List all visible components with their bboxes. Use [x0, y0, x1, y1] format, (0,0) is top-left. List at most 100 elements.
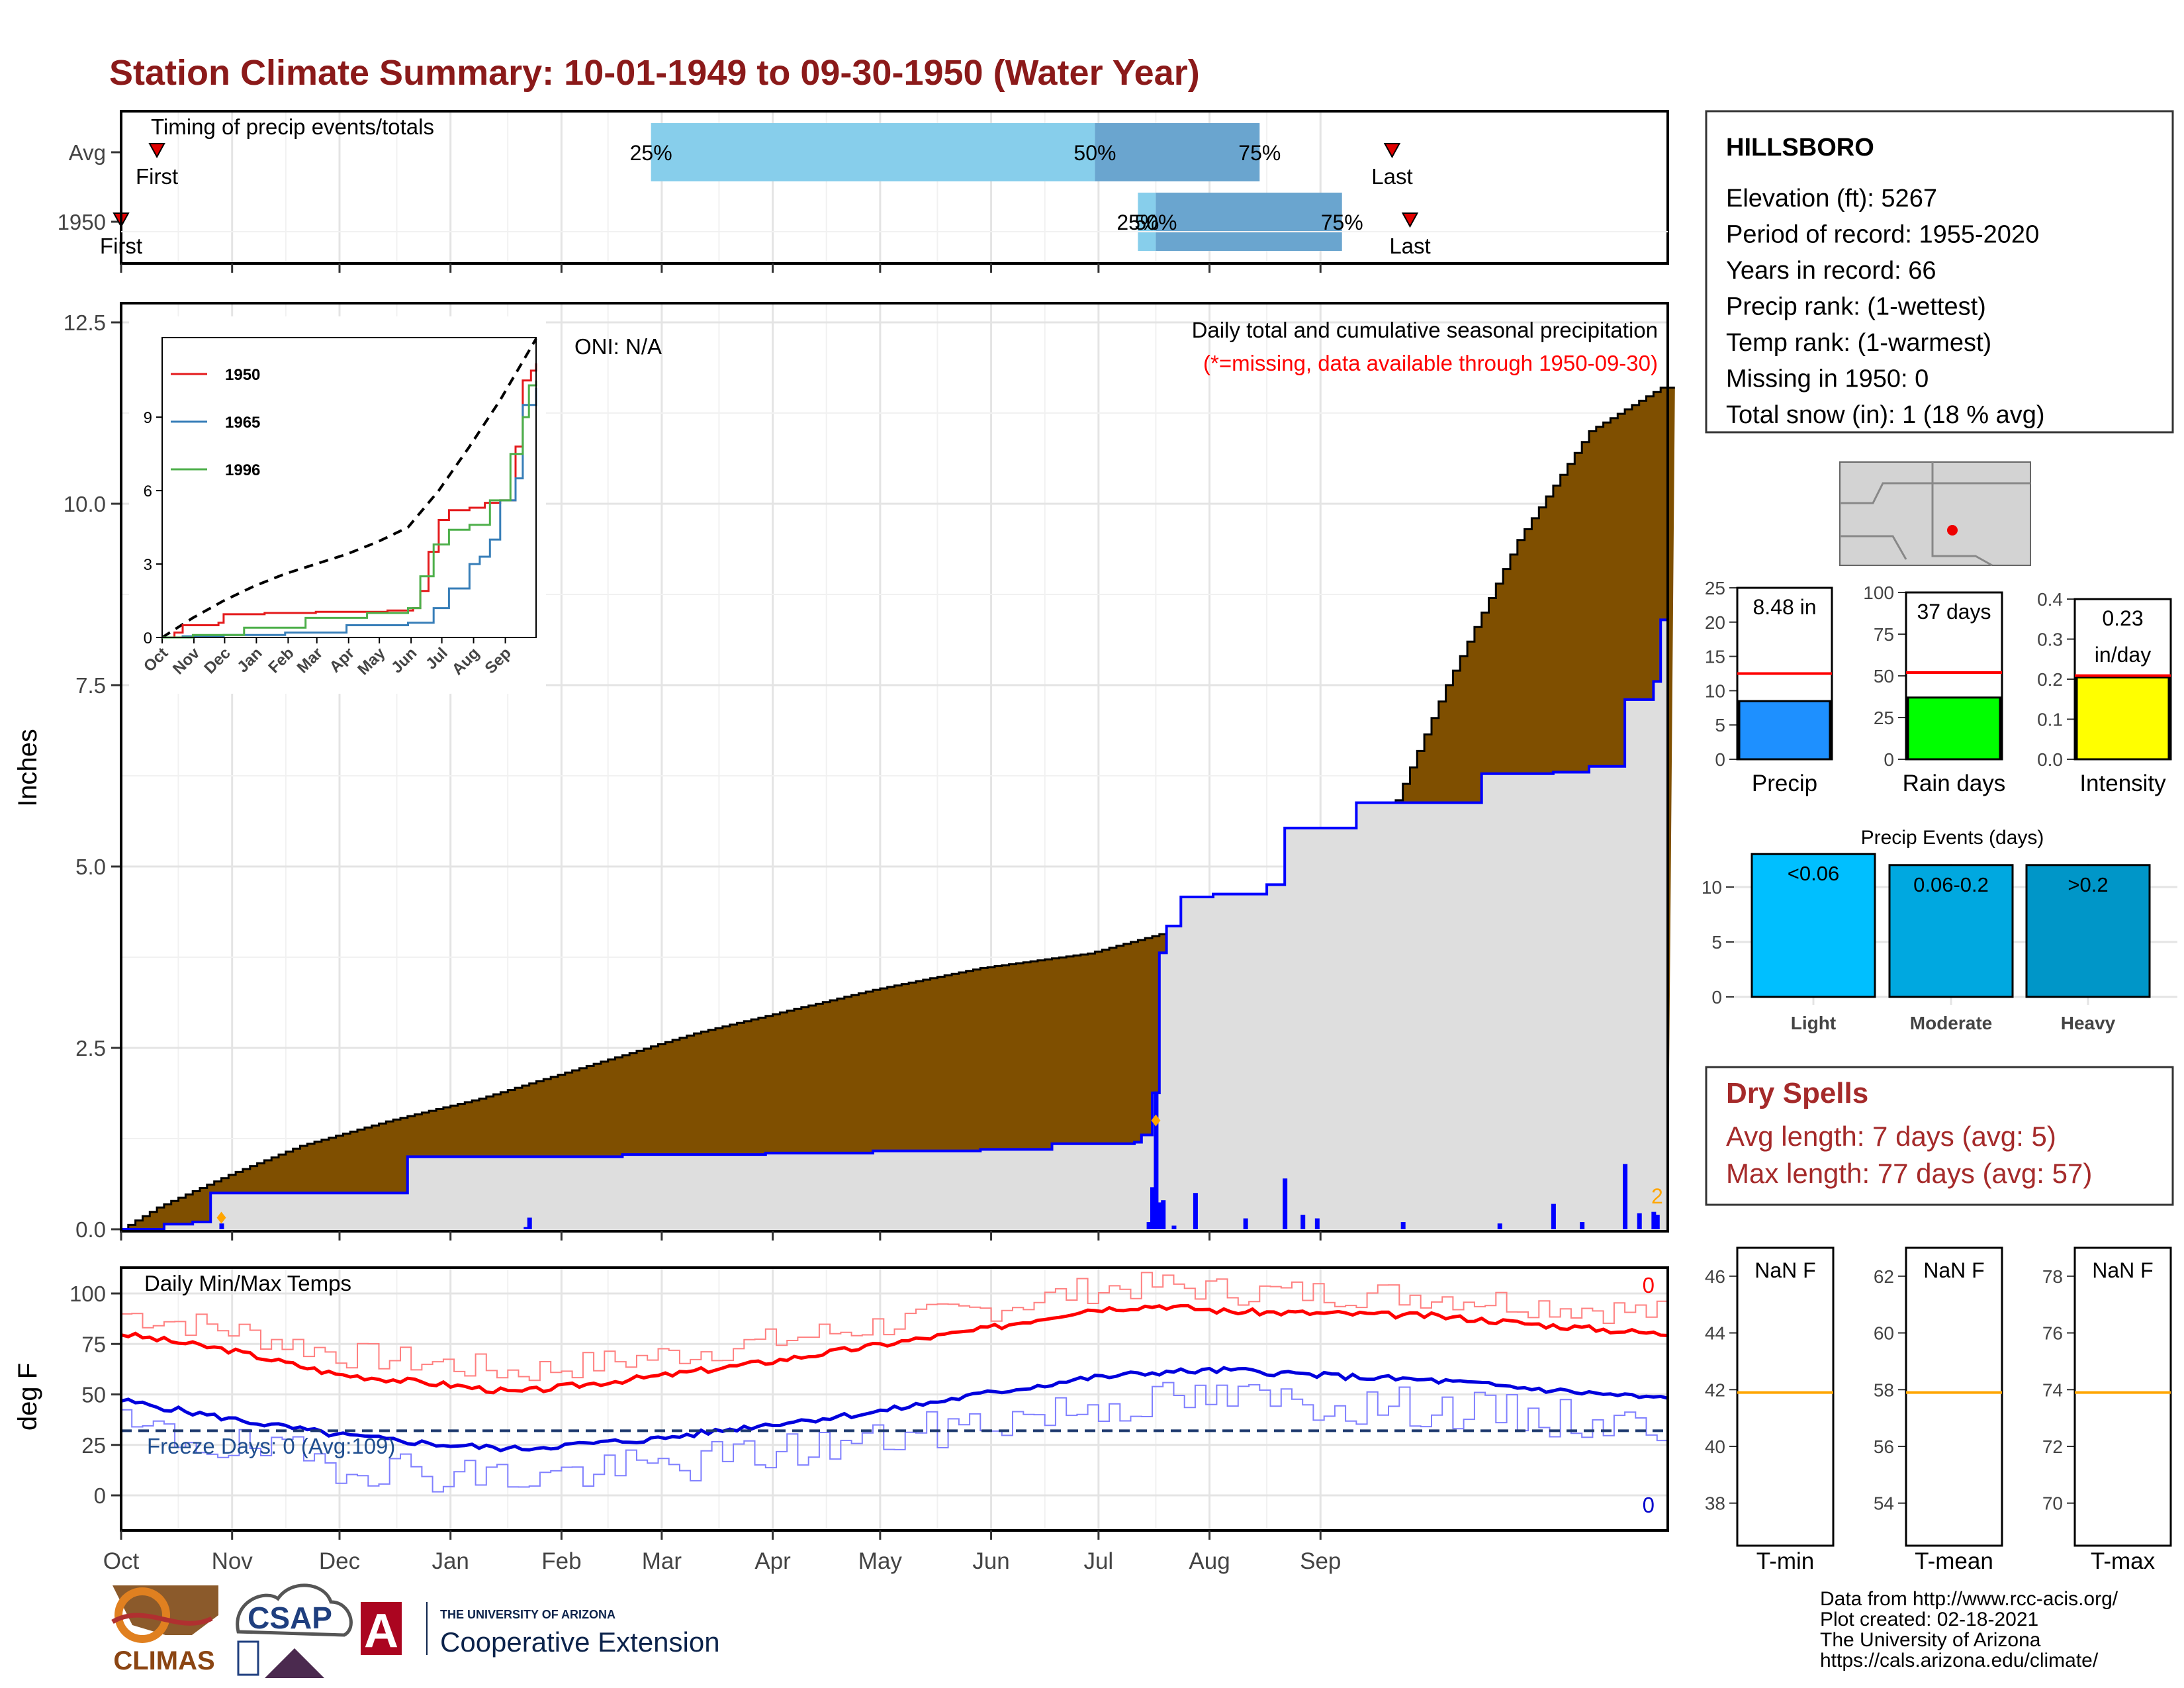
x-month-label: Mar — [642, 1548, 682, 1574]
y-tick-label: 10 — [1702, 877, 1722, 898]
x-month-label: Dec — [319, 1548, 360, 1574]
csap-mountain — [265, 1648, 324, 1678]
station-detail: Years in record: 66 — [1726, 257, 1936, 285]
ua-mark-letter: A — [364, 1605, 398, 1658]
inset-y-tick-label: 3 — [144, 556, 152, 574]
temp-box-label: T-min — [1756, 1548, 1815, 1574]
y-tick-label: 46 — [1705, 1266, 1725, 1287]
daily-precip-bar — [1150, 1187, 1155, 1229]
average-max-temp-line — [120, 1303, 1668, 1395]
y-tick-label: 72 — [2042, 1436, 2063, 1457]
logos: CLIMAS CSAP A THE UNIVERSITY OF ARIZONA Coop… — [111, 1583, 720, 1678]
y-tick-label: 38 — [1705, 1493, 1725, 1514]
y-tick-label: 5.0 — [75, 855, 106, 879]
x-month-label: Oct — [103, 1548, 140, 1574]
timing-first-label: First — [136, 164, 178, 189]
dry-spells-avg: Avg length: 7 days (avg: 5) — [1726, 1121, 2056, 1152]
timing-bar-q25-q50 — [651, 123, 1095, 181]
inset-y-tick-label: 6 — [144, 483, 152, 500]
summary-bar-value-label: 0.23 — [2102, 606, 2143, 630]
timing-row-label: Avg — [69, 140, 106, 165]
daily-precip-bar — [1154, 1091, 1159, 1229]
x-month-label: Jun — [972, 1548, 1009, 1574]
y-tick-label: 10 — [1705, 680, 1725, 701]
daily-precip-bar — [1283, 1178, 1288, 1229]
x-month-label: Jan — [432, 1548, 469, 1574]
daily-precip-bar — [523, 1227, 529, 1229]
daily-precip-bar — [1193, 1193, 1198, 1229]
station-detail: Missing in 1950: 0 — [1726, 365, 1929, 393]
csap-cloud — [236, 1583, 353, 1637]
precip-events-bar-label: >0.2 — [2068, 873, 2108, 896]
y-tick-label: 0.2 — [2037, 669, 2063, 690]
precip-events-category: Moderate — [1910, 1013, 1992, 1033]
y-tick-label: 7.5 — [75, 673, 106, 698]
timing-marker — [1401, 212, 1419, 228]
temp-box-frame — [1905, 1246, 2003, 1547]
map-border-line — [1840, 535, 1907, 560]
y-tick-label: 76 — [2042, 1323, 2063, 1344]
x-month-label: Sep — [1300, 1548, 1341, 1574]
max-exceed-count: 0 — [1643, 1273, 1655, 1297]
x-month-label: Apr — [754, 1548, 791, 1574]
daily-min-temp-line — [121, 1382, 1668, 1493]
precip-events-title: Precip Events (days) — [1861, 827, 2044, 849]
station-detail: Temp rank: (1-warmest) — [1726, 329, 1991, 357]
y-tick-label: 5 — [1711, 932, 1722, 953]
inset-series-1950 — [162, 363, 537, 639]
y-tick-label: 25 — [81, 1433, 106, 1458]
credit-line: https://cals.arizona.edu/climate/ — [1820, 1650, 2099, 1671]
credit-line: The University of Arizona — [1820, 1629, 2041, 1651]
summary-bar-label: Rain days — [1903, 771, 2006, 796]
inset-background — [129, 316, 546, 694]
timing-q25-label: 25% — [630, 141, 672, 165]
chart-title: Station Climate Summary: 10-01-1949 to 0… — [109, 53, 1200, 93]
x-month-label: Jul — [1083, 1548, 1113, 1574]
map-border-line — [1840, 462, 1934, 504]
y-tick-label: 58 — [1874, 1380, 1894, 1400]
summary-bar-intensity: 0.0 0.1 0.2 0.3 0.4 0.23 in/day Intensity — [2037, 589, 2172, 796]
locator-map — [1839, 461, 2031, 567]
timing-q75-label: 75% — [1321, 211, 1363, 234]
inset-series-1996 — [162, 380, 537, 639]
y-tick-label: 0.0 — [2037, 749, 2063, 770]
precip-panel-border — [120, 302, 1669, 1233]
climas-sun — [114, 1587, 170, 1643]
temp-box-t-min: 38 40 42 44 46 NaN F T-min — [1705, 1246, 1835, 1574]
summary-bar-value-label: 37 days — [1917, 600, 1991, 624]
y-tick-label: 42 — [1705, 1380, 1725, 1400]
timing-bar-q25-q50 — [1138, 193, 1156, 251]
daily-precip-bar — [1651, 1211, 1657, 1229]
temp-box-value: NaN F — [2092, 1258, 2153, 1282]
temp-box-t-mean: 54 56 58 60 62 NaN F T-mean — [1874, 1246, 2003, 1574]
temp-box-label: T-mean — [1915, 1548, 1993, 1574]
daily-precip-bar — [1161, 1200, 1166, 1229]
summary-bar-value-unit: in/day — [2095, 643, 2151, 667]
timing-q75-label: 75% — [1238, 141, 1281, 165]
precip-events-bar — [2025, 864, 2151, 998]
y-tick-label: 40 — [1705, 1436, 1725, 1457]
daily-precip-bar — [1300, 1215, 1306, 1229]
snow-count-label: 2 — [1651, 1184, 1663, 1208]
climas-logo: CLIMAS — [111, 1585, 218, 1675]
climas-wordmark: CLIMAS — [113, 1646, 214, 1675]
credit-line: Data from http://www.rcc-acis.org/ — [1820, 1588, 2118, 1610]
y-tick-label: 0 — [1884, 749, 1894, 770]
inset-legend-label: 1950 — [225, 366, 260, 384]
average-min-temp-line — [120, 1366, 1668, 1453]
y-tick-label: 0 — [1711, 987, 1722, 1008]
precip-events-chart: Precip Events (days) 0 5 10 <0.06 Light 0.06-0… — [1702, 827, 2177, 1033]
y-tick-label: 10.0 — [64, 492, 106, 516]
station-average-cumulative-line — [121, 387, 1675, 1231]
y-tick-label: 100 — [1863, 583, 1894, 603]
y-tick-label: 74 — [2042, 1380, 2063, 1400]
temp-box-value: NaN F — [1754, 1258, 1815, 1282]
summary-bar-precip: 0 5 10 15 20 25 8.48 in Precip — [1705, 578, 1833, 796]
map-border-line — [1931, 483, 1993, 567]
timing-bar-q50-q75 — [1156, 193, 1342, 251]
daily-precip-bar — [1314, 1218, 1320, 1229]
y-tick-label: 5 — [1715, 715, 1725, 735]
climas-swoosh — [111, 1613, 213, 1626]
precip-events-category: Light — [1791, 1013, 1836, 1033]
